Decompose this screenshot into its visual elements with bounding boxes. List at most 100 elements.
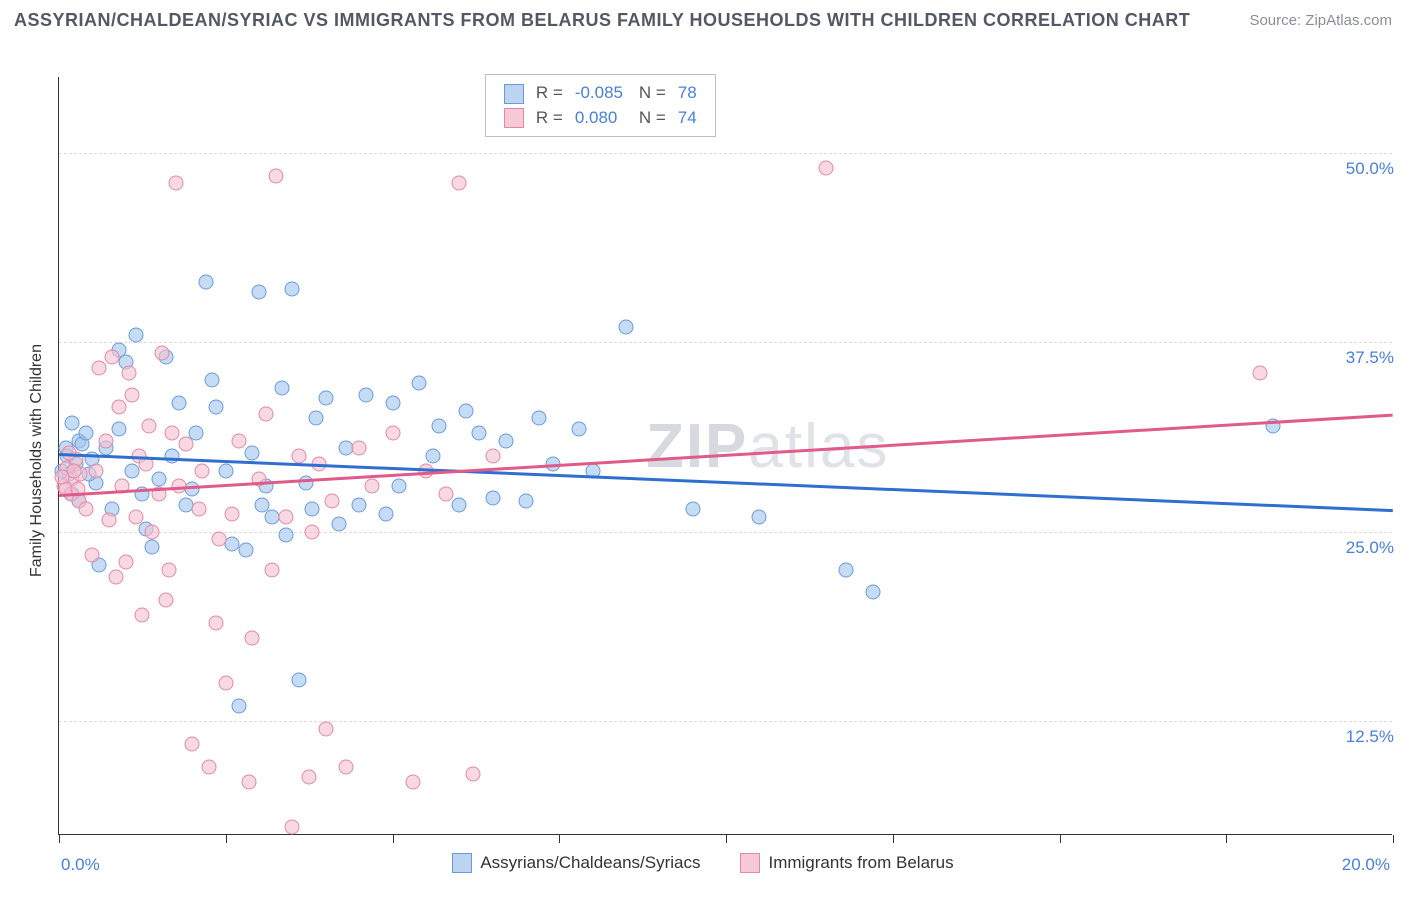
scatter-point (122, 365, 137, 380)
scatter-point (172, 395, 187, 410)
scatter-point (218, 464, 233, 479)
x-tick-mark (1226, 835, 1227, 843)
scatter-point (392, 479, 407, 494)
scatter-point (185, 482, 200, 497)
scatter-point (752, 509, 767, 524)
scatter-point (405, 774, 420, 789)
legend-n-value: 74 (672, 106, 703, 131)
gridline (59, 342, 1392, 343)
scatter-point (865, 585, 880, 600)
scatter-point (232, 699, 247, 714)
scatter-point (1252, 365, 1267, 380)
scatter-point (352, 441, 367, 456)
scatter-point (108, 570, 123, 585)
legend-n-value: 78 (672, 81, 703, 106)
scatter-point (498, 433, 513, 448)
y-tick-label: 25.0% (1346, 538, 1394, 558)
scatter-point (78, 502, 93, 517)
legend-n-label: N = (633, 81, 672, 106)
legend-swatch (504, 84, 524, 104)
scatter-point (192, 502, 207, 517)
scatter-point (162, 562, 177, 577)
scatter-point (465, 767, 480, 782)
scatter-point (218, 676, 233, 691)
x-tick-mark (1393, 835, 1394, 843)
scatter-point (135, 608, 150, 623)
legend-series: Assyrians/Chaldeans/Syriacs Immigrants fr… (14, 853, 1392, 873)
y-tick-label: 50.0% (1346, 159, 1394, 179)
scatter-point (165, 426, 180, 441)
scatter-point (685, 502, 700, 517)
scatter-point (165, 449, 180, 464)
watermark-bold: ZIP (646, 412, 748, 481)
scatter-point (305, 524, 320, 539)
scatter-point (292, 673, 307, 688)
scatter-point (128, 509, 143, 524)
x-tick-mark (226, 835, 227, 843)
legend-swatch (740, 853, 760, 873)
scatter-point (472, 426, 487, 441)
legend-swatch (452, 853, 472, 873)
legend-stats-row: R =0.080N =74 (498, 106, 703, 131)
scatter-point (352, 497, 367, 512)
scatter-point (308, 411, 323, 426)
x-tick-mark (393, 835, 394, 843)
scatter-point (102, 512, 117, 527)
legend-stats: R =-0.085N =78R =0.080N =74 (485, 74, 716, 137)
scatter-point (365, 479, 380, 494)
scatter-point (245, 630, 260, 645)
legend-series-item: Immigrants from Belarus (740, 853, 953, 873)
legend-swatch (504, 108, 524, 128)
scatter-point (618, 320, 633, 335)
scatter-point (118, 555, 133, 570)
scatter-point (338, 759, 353, 774)
scatter-point (285, 282, 300, 297)
scatter-point (425, 449, 440, 464)
scatter-point (572, 421, 587, 436)
scatter-point (168, 176, 183, 191)
legend-r-value: -0.085 (569, 81, 633, 106)
scatter-point (225, 506, 240, 521)
scatter-point (265, 562, 280, 577)
scatter-point (378, 506, 393, 521)
x-tick-mark (726, 835, 727, 843)
scatter-point (158, 593, 173, 608)
scatter-point (92, 361, 107, 376)
scatter-point (128, 327, 143, 342)
scatter-point (232, 433, 247, 448)
scatter-point (485, 449, 500, 464)
scatter-point (208, 400, 223, 415)
scatter-point (268, 168, 283, 183)
plot-area: ZIPatlas 12.5%25.0%37.5%50.0%0.0%20.0% (58, 77, 1392, 835)
scatter-point (178, 436, 193, 451)
chart-header: ASSYRIAN/CHALDEAN/SYRIAC VS IMMIGRANTS F… (0, 0, 1406, 35)
scatter-point (385, 426, 400, 441)
scatter-point (839, 562, 854, 577)
legend-series-label: Assyrians/Chaldeans/Syriacs (480, 853, 700, 873)
chart-source: Source: ZipAtlas.com (1249, 12, 1392, 29)
chart-title: ASSYRIAN/CHALDEAN/SYRIAC VS IMMIGRANTS F… (14, 10, 1190, 31)
scatter-point (252, 285, 267, 300)
x-tick-mark (893, 835, 894, 843)
scatter-point (332, 517, 347, 532)
scatter-point (485, 491, 500, 506)
scatter-point (358, 388, 373, 403)
scatter-point (318, 391, 333, 406)
scatter-point (278, 509, 293, 524)
scatter-point (278, 527, 293, 542)
scatter-point (518, 494, 533, 509)
scatter-point (438, 486, 453, 501)
scatter-point (125, 388, 140, 403)
scatter-point (205, 373, 220, 388)
scatter-point (275, 380, 290, 395)
legend-r-label: R = (530, 81, 569, 106)
scatter-point (212, 532, 227, 547)
legend-n-label: N = (633, 106, 672, 131)
legend-r-value: 0.080 (569, 106, 633, 131)
scatter-point (305, 502, 320, 517)
scatter-point (208, 615, 223, 630)
y-tick-label: 12.5% (1346, 727, 1394, 747)
scatter-point (412, 376, 427, 391)
scatter-point (385, 395, 400, 410)
scatter-point (88, 464, 103, 479)
